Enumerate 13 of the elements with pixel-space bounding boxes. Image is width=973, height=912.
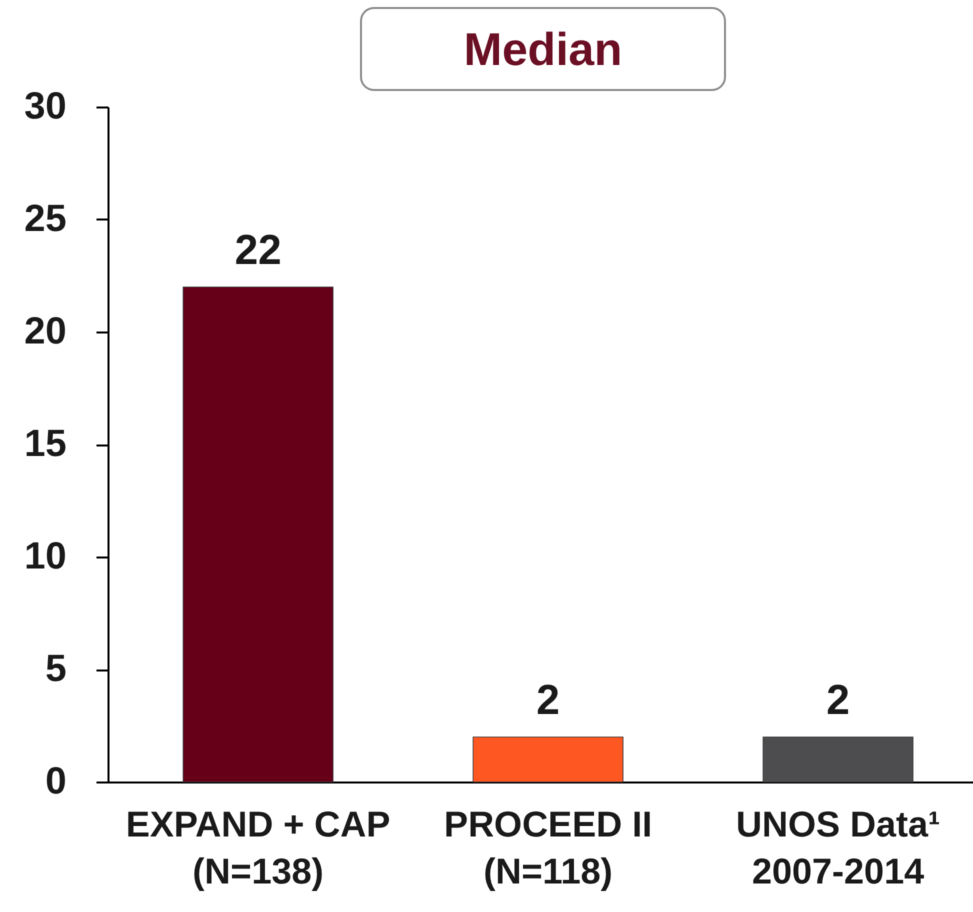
y-tick-label: 15 (24, 423, 66, 465)
x-tick-label: EXPAND + CAP (N=138) (126, 804, 390, 892)
x-tick-label: UNOS Data¹ 2007-2014 (736, 804, 940, 892)
data-label: 2 (826, 676, 850, 723)
y-tick-label: 5 (45, 648, 66, 690)
y-tick-label: 10 (24, 536, 66, 578)
data-label: 2 (536, 676, 560, 723)
x-tick-label: PROCEED II (N=118) (444, 804, 652, 892)
y-tick-label: 25 (24, 198, 66, 240)
y-tick-label: 0 (45, 760, 66, 802)
y-tick-label: 20 (24, 310, 66, 352)
y-tick-label: 30 (24, 86, 66, 128)
data-label: 22 (234, 226, 282, 273)
